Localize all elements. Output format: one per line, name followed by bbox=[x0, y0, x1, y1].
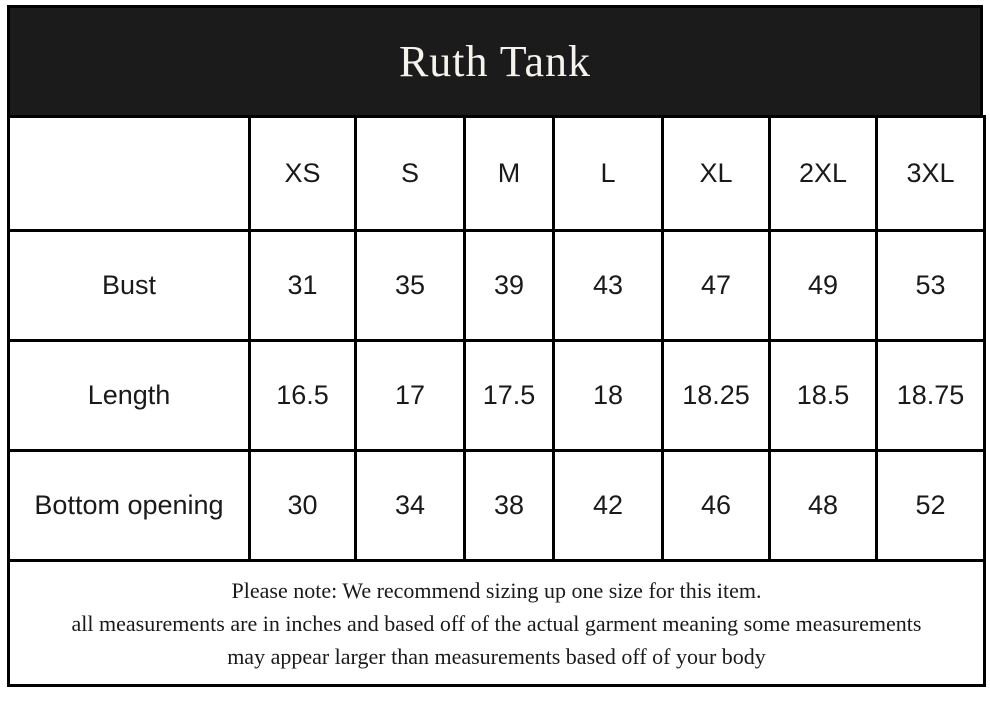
row-label-bottom-opening: Bottom opening bbox=[7, 449, 251, 562]
cell-length-3xl: 18.75 bbox=[875, 339, 986, 452]
page-title: Ruth Tank bbox=[398, 37, 592, 86]
table-row-bust: Bust 31 35 39 43 47 49 53 bbox=[7, 229, 986, 342]
col-header-3xl: 3XL bbox=[875, 115, 986, 232]
note-line-3: may appear larger than measurements base… bbox=[227, 643, 766, 669]
cell-length-s: 17 bbox=[354, 339, 466, 452]
cell-length-xl: 18.25 bbox=[661, 339, 771, 452]
note-cell: Please note: We recommend sizing up one … bbox=[7, 559, 986, 687]
cell-bottom-opening-xs: 30 bbox=[248, 449, 357, 562]
note-line-2: all measurements are in inches and based… bbox=[71, 610, 922, 636]
col-header-xs: XS bbox=[248, 115, 357, 232]
cell-bust-m: 39 bbox=[463, 229, 555, 342]
note-row: Please note: We recommend sizing up one … bbox=[7, 559, 986, 687]
size-table: XS S M L XL 2XL 3XL Bust 31 35 39 43 47 … bbox=[7, 115, 986, 687]
row-label-length: Length bbox=[7, 339, 251, 452]
cell-length-2xl: 18.5 bbox=[768, 339, 878, 452]
cell-bust-xs: 31 bbox=[248, 229, 357, 342]
note-line-1: Please note: We recommend sizing up one … bbox=[231, 577, 762, 603]
cell-length-m: 17.5 bbox=[463, 339, 555, 452]
cell-bottom-opening-s: 34 bbox=[354, 449, 466, 562]
title-bar: Ruth Tank bbox=[7, 5, 983, 118]
cell-length-l: 18 bbox=[552, 339, 664, 452]
cell-bottom-opening-l: 42 bbox=[552, 449, 664, 562]
col-header-s: S bbox=[354, 115, 466, 232]
table-row-bottom-opening: Bottom opening 30 34 38 42 46 48 52 bbox=[7, 449, 986, 562]
corner-cell bbox=[7, 115, 251, 232]
cell-bottom-opening-xl: 46 bbox=[661, 449, 771, 562]
row-label-bust: Bust bbox=[7, 229, 251, 342]
cell-bottom-opening-2xl: 48 bbox=[768, 449, 878, 562]
cell-bottom-opening-3xl: 52 bbox=[875, 449, 986, 562]
table-header-row: XS S M L XL 2XL 3XL bbox=[7, 115, 986, 232]
col-header-m: M bbox=[463, 115, 555, 232]
col-header-l: L bbox=[552, 115, 664, 232]
cell-bust-3xl: 53 bbox=[875, 229, 986, 342]
cell-length-xs: 16.5 bbox=[248, 339, 357, 452]
cell-bust-xl: 47 bbox=[661, 229, 771, 342]
cell-bottom-opening-m: 38 bbox=[463, 449, 555, 562]
cell-bust-l: 43 bbox=[552, 229, 664, 342]
cell-bust-s: 35 bbox=[354, 229, 466, 342]
table-row-length: Length 16.5 17 17.5 18 18.25 18.5 18.75 bbox=[7, 339, 986, 452]
cell-bust-2xl: 49 bbox=[768, 229, 878, 342]
col-header-2xl: 2XL bbox=[768, 115, 878, 232]
col-header-xl: XL bbox=[661, 115, 771, 232]
